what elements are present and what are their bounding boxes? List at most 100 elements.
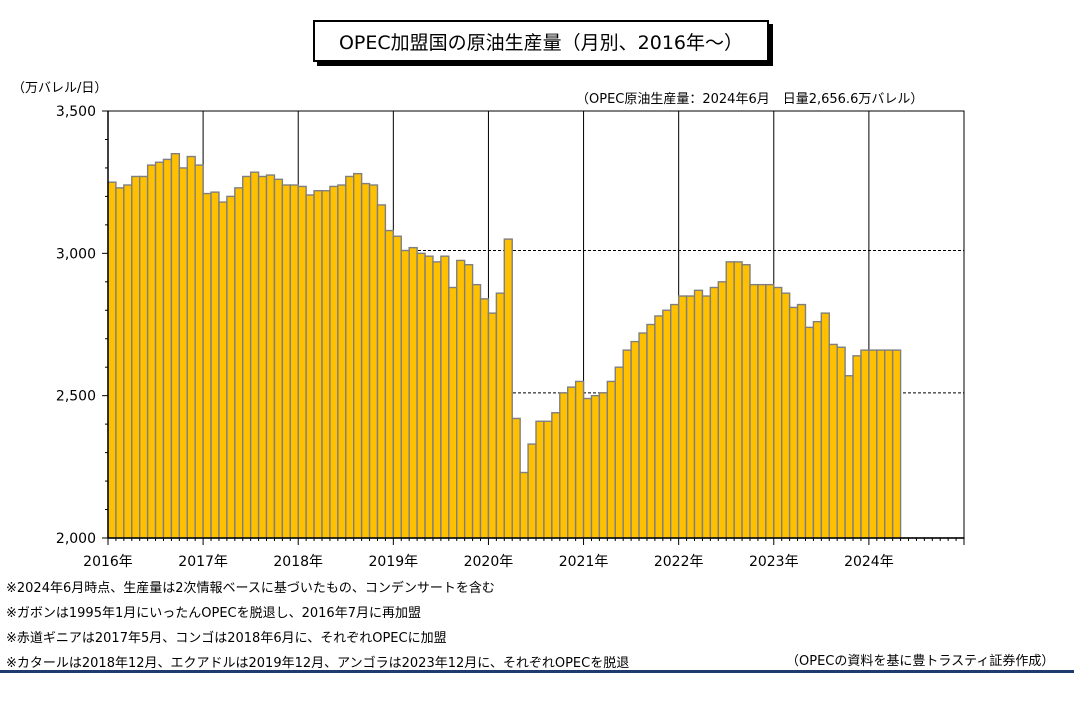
- x-tick-label: 2022年: [654, 554, 704, 570]
- footnote-1: ※2024年6月時点、生産量は2次情報ベースに基づいたもの、コンデンサートを含む: [6, 581, 495, 596]
- bar: [860, 349, 870, 539]
- x-tick-label: 2018年: [273, 554, 323, 570]
- bar: [194, 164, 204, 539]
- bar: [567, 386, 577, 539]
- bar: [891, 349, 902, 539]
- bar: [638, 332, 648, 539]
- bar: [701, 295, 712, 539]
- x-tick-label: 2024年: [844, 554, 894, 570]
- bar: [249, 171, 260, 539]
- bar: [670, 303, 680, 539]
- bar: [456, 259, 466, 539]
- bar: [226, 195, 236, 539]
- bar: [781, 292, 791, 539]
- bar: [527, 443, 537, 539]
- bar: [162, 158, 173, 539]
- bar: [202, 192, 212, 539]
- bar: [598, 392, 609, 539]
- bar: [479, 298, 490, 539]
- bar: [574, 380, 585, 539]
- bar: [107, 181, 117, 539]
- y-axis-unit-label: （万バレル/日）: [12, 81, 108, 96]
- bar: [741, 264, 751, 539]
- bar: [321, 190, 331, 539]
- bar: [868, 349, 878, 539]
- bar: [677, 295, 688, 539]
- bar: [709, 286, 719, 539]
- bar: [646, 323, 656, 539]
- bar: [376, 204, 387, 539]
- footnote-3: ※赤道ギニアは2017年5月、コンゴは2018年6月に、それぞれOPECに加盟: [6, 631, 447, 646]
- bar: [844, 375, 854, 539]
- bar: [884, 349, 894, 539]
- bar: [582, 397, 593, 539]
- bar: [313, 190, 323, 539]
- bar: [305, 194, 315, 539]
- bar: [836, 346, 846, 539]
- bar: [218, 201, 228, 539]
- bar: [471, 283, 482, 539]
- bar: [384, 229, 395, 539]
- production-note: （OPEC原油生産量：2024年6月 日量2,656.6万バレル）: [576, 92, 924, 107]
- bar: [265, 174, 276, 539]
- bar: [139, 175, 149, 539]
- bar: [440, 255, 450, 539]
- bar: [765, 283, 775, 539]
- bar: [685, 295, 696, 539]
- labels-layer: 2,000 2,500 3,000 3,500 2016年 2017年 2018年 2019年…: [56, 104, 894, 570]
- axes-layer: [102, 110, 965, 545]
- bar: [448, 286, 458, 539]
- bar: [614, 366, 624, 539]
- bar: [392, 235, 402, 539]
- bar: [337, 184, 347, 539]
- bar: [788, 306, 799, 539]
- bar: [876, 349, 886, 539]
- x-tick-label: 2020年: [464, 554, 514, 570]
- bar: [812, 320, 823, 539]
- bar: [186, 155, 196, 539]
- y-tick-label: 3,000: [56, 246, 96, 262]
- bar: [662, 309, 672, 539]
- bar: [281, 184, 291, 539]
- bar: [852, 355, 862, 539]
- bar: [234, 187, 244, 539]
- x-tick-label: 2016年: [83, 554, 133, 570]
- bar: [559, 392, 569, 539]
- x-tick-label: 2021年: [559, 554, 609, 570]
- bar: [773, 286, 783, 539]
- bar: [368, 184, 379, 539]
- bar: [115, 187, 125, 539]
- bar: [416, 252, 426, 539]
- bar: [242, 175, 252, 539]
- source-note: （OPECの資料を基に豊トラスティ証券作成）: [786, 654, 1055, 669]
- bar: [408, 246, 418, 539]
- bar: [511, 417, 521, 539]
- bar: [796, 303, 807, 539]
- bar: [353, 172, 363, 539]
- x-tick-label: 2017年: [178, 554, 228, 570]
- bar: [654, 315, 664, 539]
- y-tick-label: 3,500: [56, 104, 96, 120]
- bar: [733, 261, 743, 539]
- bar: [131, 175, 141, 539]
- bar: [503, 238, 513, 539]
- bar: [828, 343, 838, 539]
- bar: [519, 471, 529, 539]
- bar: [543, 420, 553, 539]
- bar: [693, 289, 704, 539]
- bar: [210, 191, 220, 539]
- bar: [535, 420, 545, 539]
- bar: [717, 281, 727, 539]
- bar: [820, 312, 830, 539]
- bar: [432, 261, 442, 539]
- y-tick-label: 2,500: [56, 389, 96, 405]
- bar: [257, 175, 268, 539]
- bar: [804, 326, 815, 539]
- bar: [329, 185, 339, 539]
- bar: [487, 312, 498, 539]
- bar: [630, 340, 640, 539]
- bar: [178, 167, 188, 539]
- bar-chart: 2,000 2,500 3,000 3,500 2016年 2017年 2018年 2019年…: [56, 104, 965, 570]
- footnote-2: ※ガボンは1995年1月にいったんOPECを脱退し、2016年7月に再加盟: [6, 606, 421, 621]
- y-tick-label: 2,000: [56, 531, 96, 547]
